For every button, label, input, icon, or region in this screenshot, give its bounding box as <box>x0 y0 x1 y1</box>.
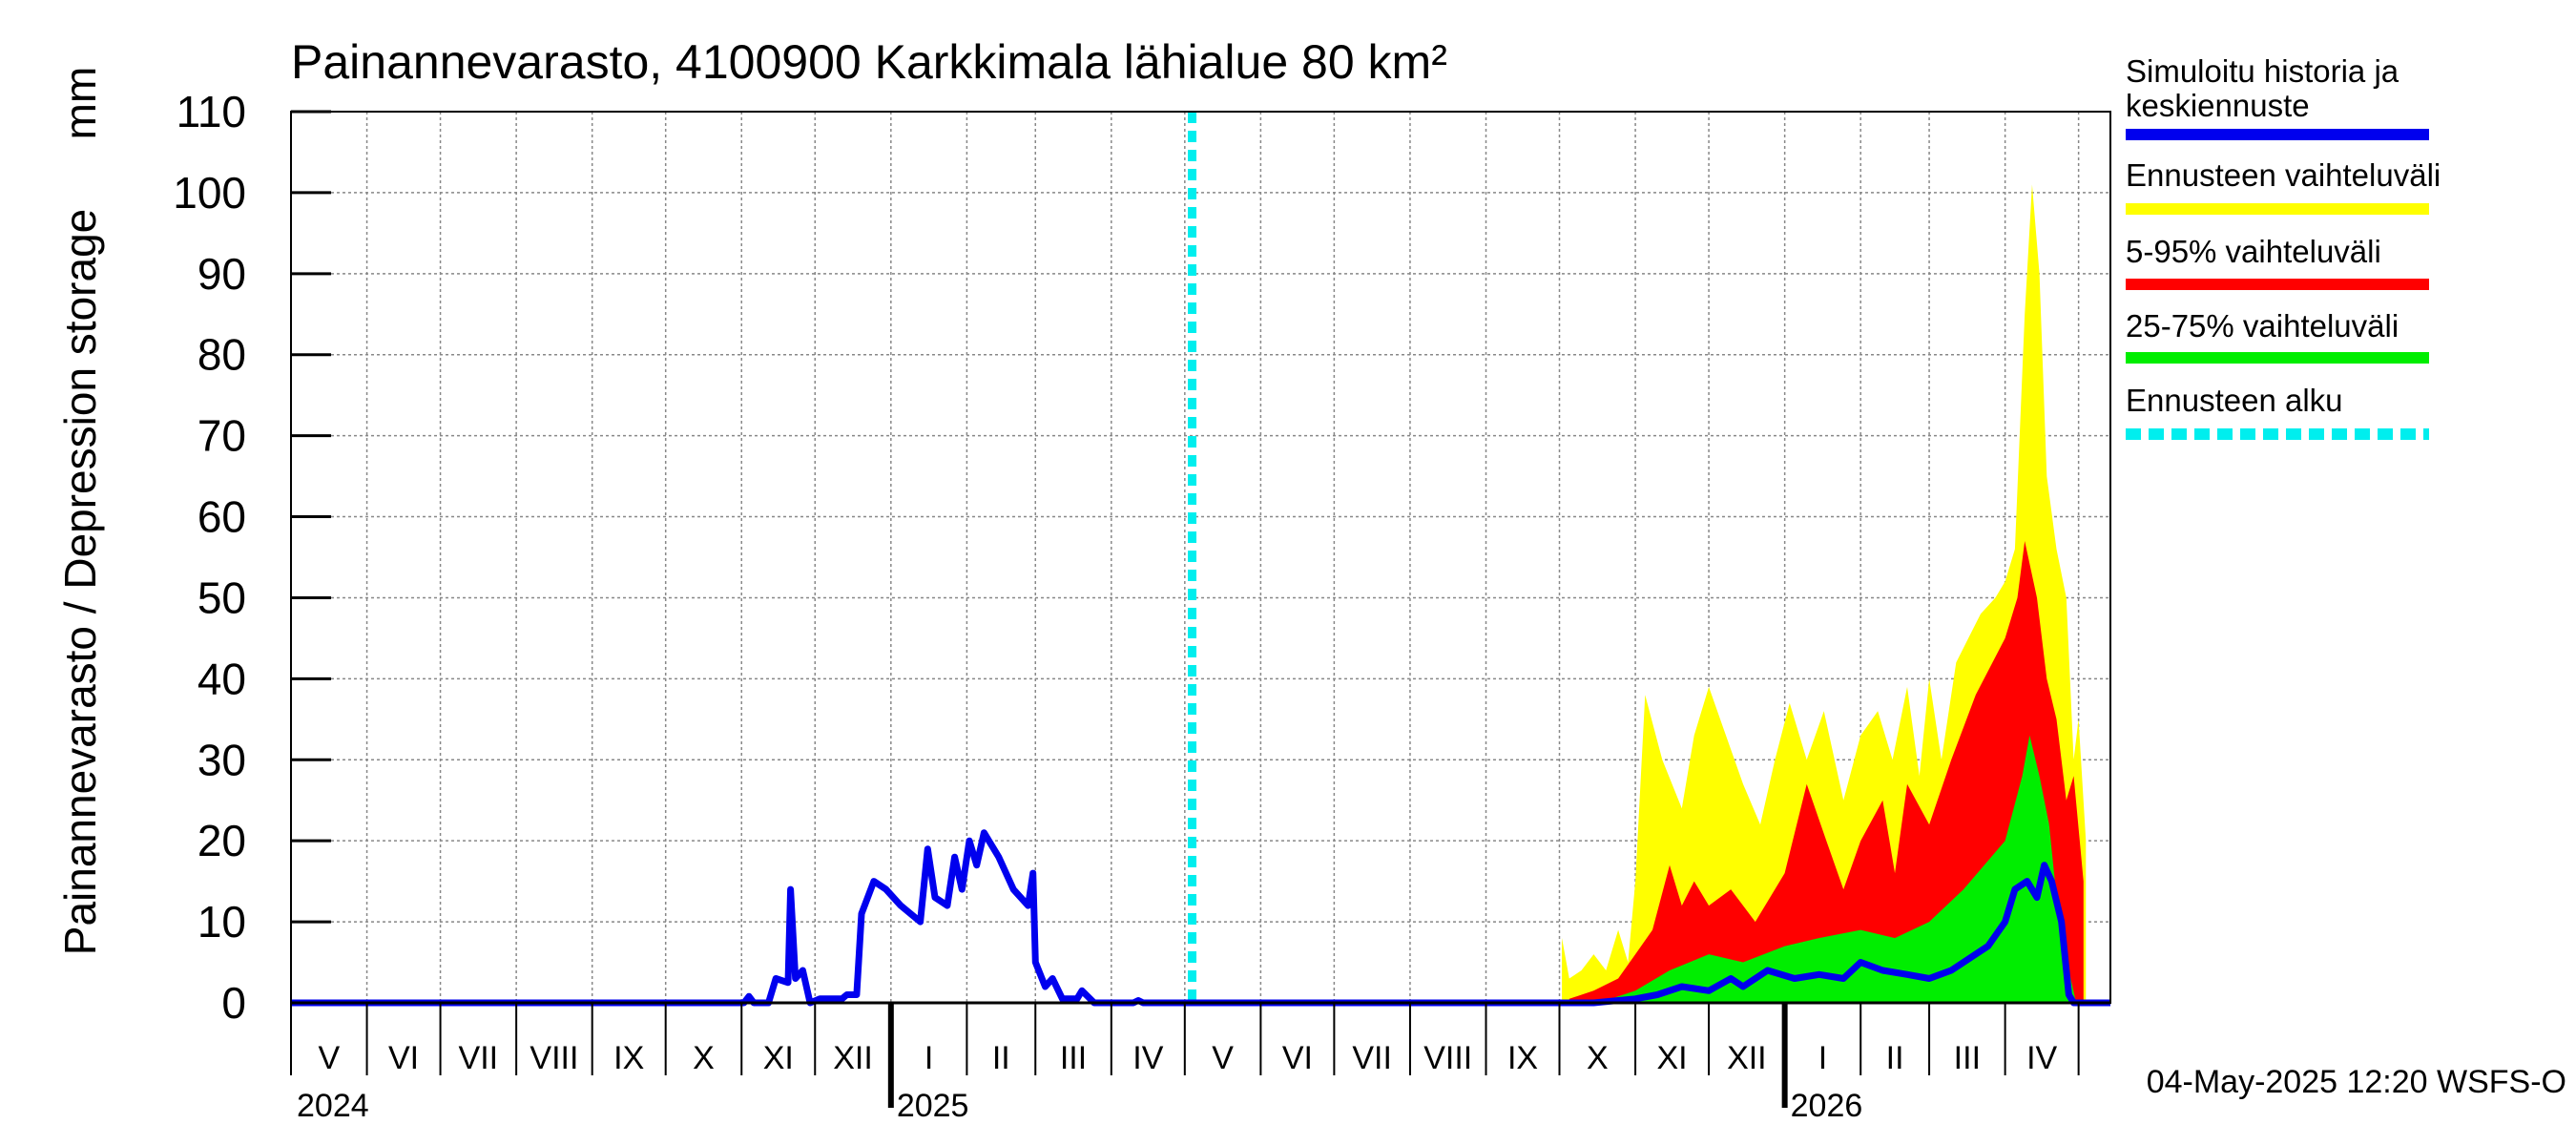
y-tick-label: 10 <box>197 897 246 947</box>
month-label: V <box>318 1040 340 1076</box>
month-label: XII <box>833 1040 873 1076</box>
band-25-75-vaihteluv-li <box>1606 735 2077 1003</box>
y-tick-label: 50 <box>197 572 246 622</box>
legend-item: Ennusteen alku <box>2126 383 2429 440</box>
month-label: IX <box>1507 1040 1538 1076</box>
y-tick-label: 20 <box>197 816 246 865</box>
legend-label: Ennusteen alku <box>2126 383 2343 418</box>
y-tick-label: 90 <box>197 249 246 299</box>
y-tick-label: 0 <box>221 978 246 1028</box>
month-label: V <box>1212 1040 1234 1076</box>
legend-item: 5-95% vaihteluväli <box>2126 234 2429 290</box>
band-5-95-vaihteluv-li <box>1568 541 2084 1003</box>
y-axis-label: Painannevarasto / Depression storage <box>55 209 105 955</box>
chart-title: Painannevarasto, 4100900 Karkkimala lähi… <box>291 35 1447 89</box>
month-label: I <box>924 1040 933 1076</box>
series-line-median <box>291 829 2110 1007</box>
month-label: VII <box>1352 1040 1392 1076</box>
month-label: II <box>1886 1040 1904 1076</box>
y-tick-label: 60 <box>197 492 246 542</box>
month-label: VI <box>1282 1040 1313 1076</box>
year-label: 2026 <box>1791 1088 1863 1124</box>
year-label: 2024 <box>297 1088 369 1124</box>
month-label: III <box>1954 1040 1981 1076</box>
month-label: VIII <box>1423 1040 1472 1076</box>
month-label: IX <box>613 1040 644 1076</box>
month-label: VIII <box>530 1040 578 1076</box>
month-label: IV <box>2026 1040 2057 1076</box>
month-label: III <box>1060 1040 1087 1076</box>
y-tick-label: 40 <box>197 654 246 703</box>
legend-label: Ennusteen vaihteluväli <box>2126 157 2441 193</box>
timestamp-label: 04-May-2025 12:20 WSFS-O <box>2147 1064 2566 1100</box>
legend-label: keskiennuste <box>2126 88 2310 123</box>
month-label: II <box>992 1040 1010 1076</box>
y-tick-label: 30 <box>197 735 246 784</box>
month-label: X <box>693 1040 715 1076</box>
month-label: VI <box>388 1040 419 1076</box>
month-label: XII <box>1727 1040 1767 1076</box>
legend-label: 25-75% vaihteluväli <box>2126 308 2399 344</box>
plot-area <box>291 111 2110 1007</box>
month-label: XI <box>763 1040 794 1076</box>
y-tick-label: 80 <box>197 330 246 380</box>
y-axis-unit: mm <box>55 67 105 140</box>
month-label: IV <box>1132 1040 1163 1076</box>
month-label: I <box>1818 1040 1827 1076</box>
month-label: XI <box>1657 1040 1688 1076</box>
y-tick-label: 100 <box>173 168 246 218</box>
year-label: 2025 <box>897 1088 969 1124</box>
month-label: VII <box>459 1040 499 1076</box>
y-tick-label: 110 <box>177 87 246 136</box>
y-tick-label: 70 <box>197 411 246 461</box>
legend-item: 25-75% vaihteluväli <box>2126 308 2429 364</box>
month-label: X <box>1587 1040 1609 1076</box>
legend-label: 5-95% vaihteluväli <box>2126 234 2381 269</box>
legend-label: Simuloitu historia ja <box>2126 53 2399 89</box>
legend-item: Ennusteen vaihteluväli <box>2126 157 2441 215</box>
